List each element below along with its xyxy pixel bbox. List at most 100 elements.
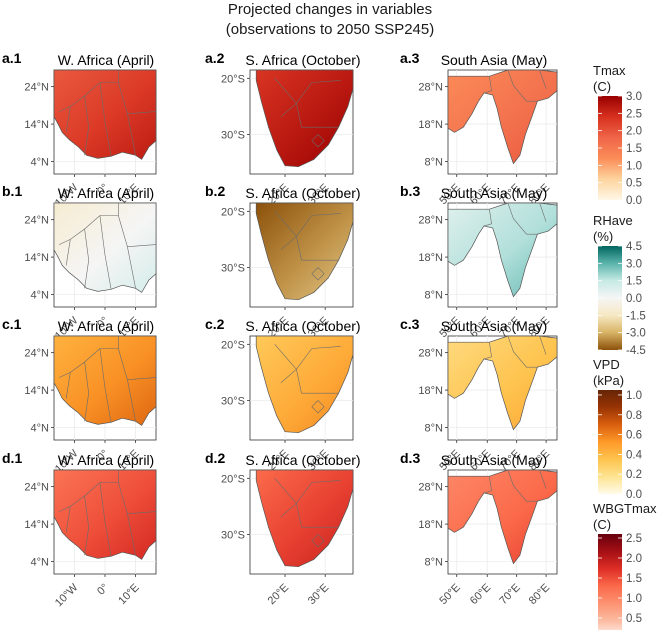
lat-tick-label: 18°N [418,119,443,131]
legend-tick-label: 1.0 [626,390,642,402]
lat-tick-label: 20°S [221,73,245,85]
country-border [507,335,538,368]
country-border [99,482,112,557]
legend-tick-label: 3.0 [626,91,642,103]
legend-tick-label: 1.0 [626,593,642,605]
lon-tick-label: 10°E [116,582,141,607]
legend-colorbar [598,534,622,630]
figure-title-line2: (observations to 2050 SSP245) [226,21,434,38]
panel-b.3: b.3 South Asia (May)28°N18°N8°N50°E 60°E 70… [400,183,558,340]
legend-wbgtmax: WBGTmax(C)2.52.01.51.00.50.0 [593,501,657,630]
figure-title-line1: Projected changes in variables [228,1,432,18]
panel-title: South Asia (May) [441,318,548,334]
country-border [84,495,90,556]
country-border [65,70,119,133]
field-region [53,469,157,560]
country-border [58,372,71,378]
country-border [58,106,71,112]
country-border [65,203,119,266]
panel-title: South Asia (May) [441,452,548,468]
lon-tick-label: 80°E [527,582,552,607]
panel-title: W. Africa (April) [58,452,154,468]
field-region [53,69,157,160]
lon-tick-label: 30°E [306,582,331,607]
legend-tick-label: 1.5 [626,143,642,155]
panel-tag: a.1 [2,50,22,66]
panel-tag: a.2 [205,50,225,66]
legend-tick-label: 0.0 [626,489,642,501]
country-border [274,78,341,104]
country-border [84,361,90,422]
panel-title: S. Africa (October) [245,52,360,68]
country-border [99,348,112,423]
field-region [447,69,558,165]
country-border [483,342,492,360]
lat-tick-label: 24°N [24,82,49,94]
legend-colorbar [598,390,622,494]
lat-tick-label: 24°N [24,348,49,360]
country-border [127,377,157,380]
legend-tick-label: 1.5 [626,573,642,585]
panel-tag: a.3 [400,50,420,66]
legend-title: RHave [593,213,633,228]
lon-tick-label: 60°E [468,582,493,607]
lat-tick-label: 4°N [31,290,50,302]
country-border [296,103,339,128]
panel-d.1: d.1 W. Africa (April) 24°N 14°N 4°N10°W 0° 10°… [2,450,157,609]
legend-tick-label: 0.8 [626,410,642,422]
field-region [255,69,354,168]
field-region [255,202,354,301]
legend-tick-label: -4.5 [626,345,646,357]
lat-tick-label: 20°S [221,473,245,485]
country-border [311,400,325,414]
lat-tick-label: 30°S [221,395,245,407]
lat-tick-label: 24°N [24,215,49,227]
lon-tick-label: 70°E [497,582,522,607]
panel-tag: b.3 [400,183,420,199]
country-border [280,236,297,251]
panel-tag: c.3 [400,316,420,332]
country-border [65,470,119,533]
legend-tick-label: 0.4 [626,449,643,461]
country-border [507,69,538,102]
country-border [296,503,339,528]
country-border [280,503,297,518]
legend-tick-label: 2.5 [626,108,642,120]
lat-tick-label: 8°N [425,157,444,169]
country-border [539,469,547,489]
lat-tick-label: 20°S [221,206,245,218]
panel-a.2: a.2 S. Africa (October)20°S30°S20°E 30°E [205,50,361,207]
panel-d.2: d.2 S. Africa (October)20°S 30°S 20°E 30°E [205,450,361,607]
country-border [280,103,297,118]
panel-title: S. Africa (October) [245,185,360,201]
country-border [58,506,71,512]
field-region [255,335,354,434]
legend-unit: (C) [593,79,611,94]
panel-tag: b.1 [2,183,22,199]
country-border [311,267,325,281]
field-region [447,469,558,565]
panel-tag: d.3 [400,450,420,466]
country-border [311,134,325,148]
field-region [53,202,157,293]
legend-tick-label: 0.2 [626,469,642,481]
lat-tick-label: 14°N [24,385,49,397]
lat-tick-label: 4°N [31,557,50,569]
legend-tick-label: 2.0 [626,553,642,565]
lon-tick-label: 20°E [266,582,291,607]
country-border [127,111,157,114]
panel-c.1: c.1 W. Africa (April)24°N14°N4°N10°W 0° 10°… [2,316,157,475]
country-border [539,69,547,89]
lat-tick-label: 28°N [418,348,443,360]
country-border [274,344,341,370]
country-border [99,215,112,290]
lon-tick-label: 50°E [437,582,462,607]
legend-tick-label: 2.5 [626,533,642,545]
lon-tick-label: 0° [95,582,111,598]
lat-tick-label: 28°N [418,215,443,227]
lat-tick-label: 4°N [31,157,50,169]
country-border [84,95,90,156]
country-border [483,209,492,227]
legend-tick-label: 2.0 [626,126,642,138]
lat-tick-label: 30°S [221,129,245,141]
